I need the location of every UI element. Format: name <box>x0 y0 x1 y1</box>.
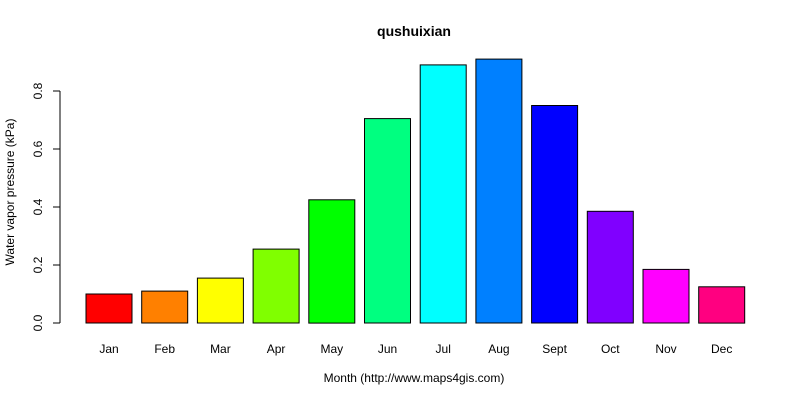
bar-may <box>308 199 356 324</box>
y-tick-label: 0.4 <box>31 198 45 215</box>
x-tick-label: Dec <box>711 342 732 356</box>
x-axis-label: Month (http://www.maps4gis.com) <box>324 371 505 385</box>
bar-mar <box>196 277 244 324</box>
bar-feb <box>141 290 189 324</box>
x-tick-label: May <box>320 342 343 356</box>
bar-oct <box>586 210 634 324</box>
bar-jan <box>85 293 133 324</box>
y-axis-label: Water vapor pressure (kPa) <box>3 119 17 266</box>
bars-group <box>85 58 746 324</box>
x-tick-label: Sept <box>542 342 567 356</box>
y-axis: 0.0 0.2 0.4 0.6 0.8 <box>31 82 61 331</box>
bar-aug <box>475 58 523 324</box>
bar-dec <box>698 286 746 324</box>
bar-sept <box>531 105 579 324</box>
bar-nov <box>642 268 690 324</box>
x-tick-label: Oct <box>601 342 620 356</box>
x-tick-label: Nov <box>655 342 676 356</box>
x-tick-label: Jan <box>99 342 118 356</box>
bar-jun <box>364 118 411 324</box>
x-tick-label: Feb <box>154 342 175 356</box>
x-tick-label: Mar <box>210 342 231 356</box>
y-tick-label: 0.8 <box>31 82 45 99</box>
x-tick-label: Apr <box>267 342 286 356</box>
x-tick-labels: Jan Feb Mar Apr May Jun Jul Aug Sept Oct Nov Dec <box>99 342 732 356</box>
y-tick-label: 0.2 <box>31 256 45 273</box>
bar-jul <box>419 64 467 324</box>
x-tick-label: Jun <box>378 342 397 356</box>
x-tick-label: Jul <box>436 342 451 356</box>
x-tick-label: Aug <box>488 342 509 356</box>
y-tick-label: 0.0 <box>31 314 45 331</box>
bar-apr <box>252 248 300 324</box>
y-tick-label: 0.6 <box>31 140 45 157</box>
chart-title: qushuixian <box>377 23 451 39</box>
